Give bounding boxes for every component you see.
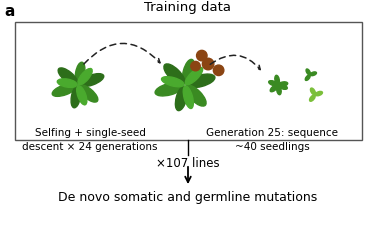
Circle shape: [191, 61, 200, 71]
Ellipse shape: [278, 84, 287, 89]
Ellipse shape: [306, 69, 310, 75]
Ellipse shape: [78, 85, 98, 102]
Ellipse shape: [79, 74, 104, 87]
Text: ×107 lines: ×107 lines: [156, 157, 220, 170]
Ellipse shape: [270, 85, 278, 92]
Ellipse shape: [310, 72, 316, 76]
Ellipse shape: [175, 86, 187, 111]
Ellipse shape: [186, 74, 215, 88]
Ellipse shape: [52, 83, 77, 96]
FancyArrowPatch shape: [185, 167, 191, 182]
Ellipse shape: [183, 86, 193, 109]
Ellipse shape: [185, 67, 203, 85]
Ellipse shape: [155, 82, 184, 96]
Text: Selfing + single-seed
descent × 24 generations: Selfing + single-seed descent × 24 gener…: [22, 128, 158, 152]
Text: De novo somatic and germline mutations: De novo somatic and germline mutations: [58, 191, 318, 204]
Ellipse shape: [182, 59, 195, 84]
Ellipse shape: [77, 86, 87, 105]
Text: Generation 25: sequence
~40 seedlings: Generation 25: sequence ~40 seedlings: [206, 128, 338, 152]
Ellipse shape: [277, 86, 281, 95]
Ellipse shape: [310, 95, 315, 101]
Ellipse shape: [305, 75, 310, 80]
Circle shape: [213, 65, 224, 75]
Circle shape: [202, 58, 214, 70]
Ellipse shape: [275, 75, 279, 85]
Text: Training data: Training data: [144, 1, 231, 14]
Ellipse shape: [75, 62, 85, 84]
Ellipse shape: [164, 64, 185, 85]
Ellipse shape: [315, 91, 322, 96]
Circle shape: [196, 50, 207, 61]
Ellipse shape: [310, 88, 316, 95]
Ellipse shape: [161, 77, 184, 87]
Ellipse shape: [58, 68, 78, 85]
Ellipse shape: [78, 69, 92, 85]
Ellipse shape: [185, 85, 206, 106]
Ellipse shape: [57, 79, 77, 87]
Text: a: a: [4, 4, 14, 19]
FancyArrowPatch shape: [210, 55, 260, 69]
Ellipse shape: [269, 81, 277, 86]
FancyBboxPatch shape: [15, 22, 362, 140]
FancyArrowPatch shape: [84, 43, 160, 64]
Ellipse shape: [279, 82, 288, 86]
Ellipse shape: [71, 86, 81, 108]
